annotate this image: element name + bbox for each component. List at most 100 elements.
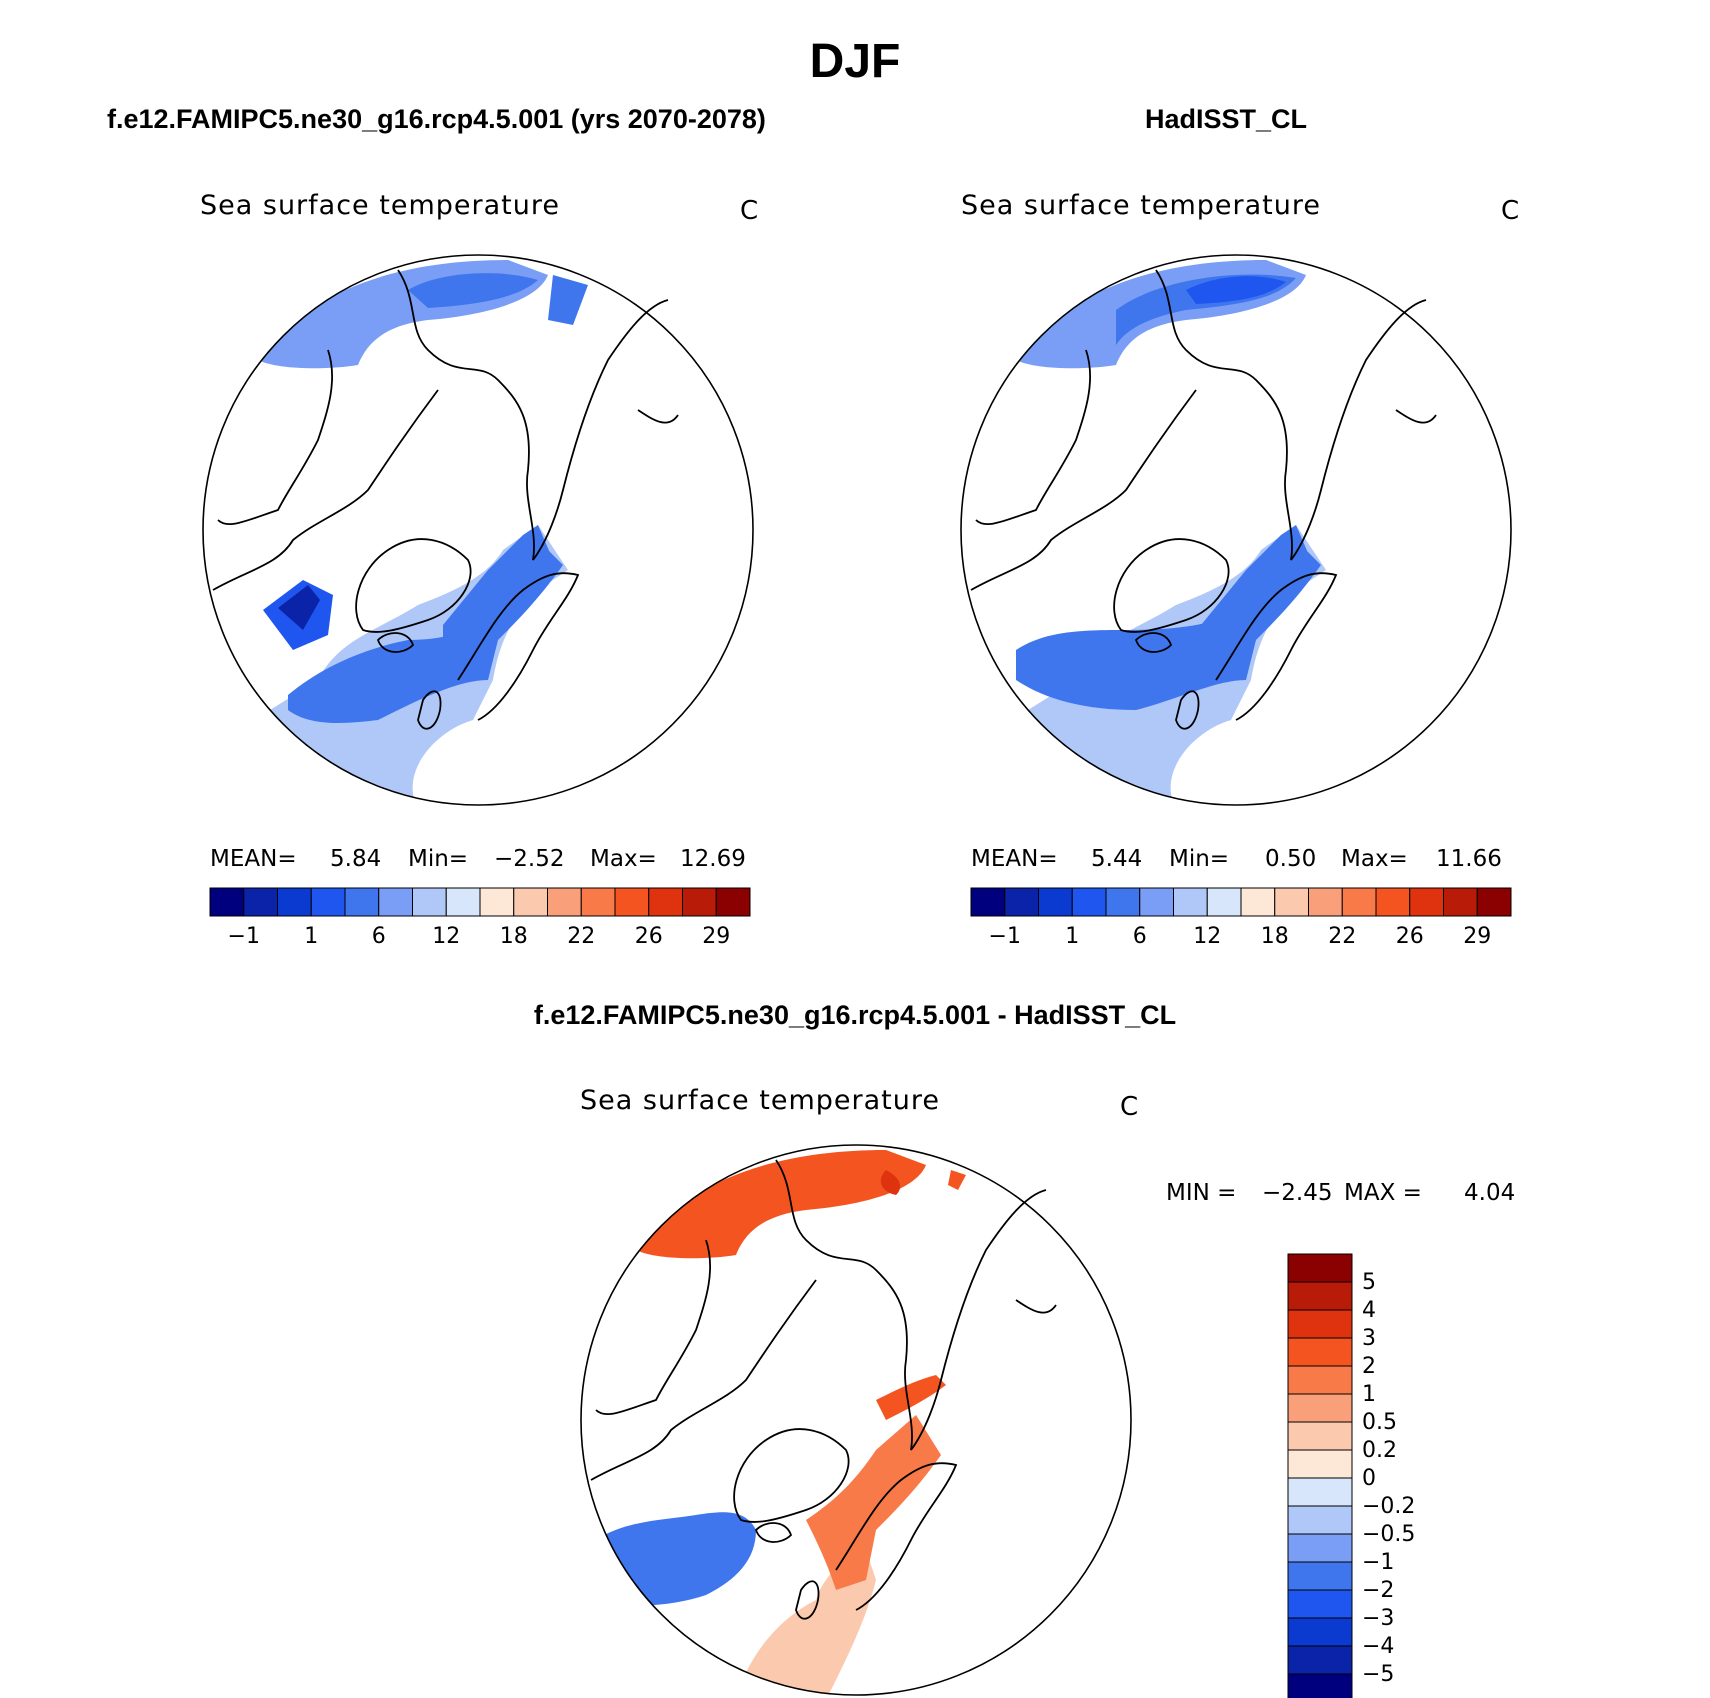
coastline-asia bbox=[1155, 269, 1427, 561]
panel2-min-label: Min= bbox=[1169, 846, 1230, 872]
panel1-map bbox=[202, 254, 754, 806]
colorbar-tick-label: −4 bbox=[1362, 1634, 1395, 1659]
panel1-max: 12.69 bbox=[680, 846, 746, 872]
colorbar-box bbox=[513, 887, 548, 917]
colorbar-box bbox=[1287, 1449, 1353, 1479]
colorbar-box bbox=[1105, 887, 1141, 917]
colorbar-box bbox=[1341, 887, 1377, 917]
colorbar-box bbox=[648, 887, 683, 917]
colorbar-tick-label: 1 bbox=[1065, 924, 1080, 949]
barents-diff bbox=[876, 1375, 946, 1420]
colorbar-box bbox=[1287, 1477, 1353, 1507]
colorbar-box bbox=[1287, 1505, 1353, 1535]
panel1-min-label: Min= bbox=[408, 846, 469, 872]
colorbar-box bbox=[1287, 1533, 1353, 1563]
panel3-title: f.e12.FAMIPC5.ne30_g16.rcp4.5.001 - HadI… bbox=[533, 1000, 1177, 1030]
colorbar-tick-label: 29 bbox=[1463, 924, 1492, 949]
colorbar-box bbox=[1287, 1673, 1353, 1698]
coastline-greenland bbox=[355, 538, 472, 633]
colorbar-box bbox=[243, 887, 278, 917]
atlantic-sst-mid bbox=[288, 540, 563, 723]
colorbar-tick-label: −2 bbox=[1362, 1578, 1395, 1603]
colorbar-box bbox=[310, 887, 346, 917]
panel1-mean-label: MEAN= bbox=[210, 846, 297, 872]
colorbar-box bbox=[580, 887, 616, 917]
atlantic-diff-blue bbox=[596, 1512, 756, 1606]
panel3-max-label: MAX = bbox=[1344, 1180, 1422, 1206]
colorbar-tick-label: 2 bbox=[1362, 1354, 1376, 1379]
panel3-variable: Sea surface temperature bbox=[580, 1085, 940, 1116]
panel3-colorbar bbox=[1287, 1253, 1353, 1698]
colorbar-box bbox=[1287, 1365, 1353, 1395]
colorbar-tick-label: −1 bbox=[227, 924, 260, 949]
colorbar-box bbox=[1287, 1617, 1353, 1647]
colorbar-box bbox=[1287, 1561, 1353, 1591]
colorbar-box bbox=[1287, 1589, 1353, 1619]
colorbar-box bbox=[1287, 1337, 1353, 1367]
colorbar-box bbox=[1274, 887, 1309, 917]
coastline-iceland bbox=[376, 632, 415, 653]
colorbar-box bbox=[547, 887, 582, 917]
colorbar-tick-label: 4 bbox=[1362, 1298, 1376, 1323]
colorbar-tick-label: −0.5 bbox=[1362, 1522, 1416, 1547]
colorbar-box bbox=[1476, 887, 1512, 917]
colorbar-tick-label: 0.2 bbox=[1362, 1438, 1397, 1463]
coastline-asia bbox=[397, 269, 669, 561]
panel1-title: f.e12.FAMIPC5.ne30_g16.rcp4.5.001 (yrs 2… bbox=[107, 104, 766, 134]
panel2-colorbar bbox=[970, 887, 1512, 917]
colorbar-box bbox=[344, 887, 380, 917]
colorbar-box bbox=[277, 887, 312, 917]
panel1-units: C bbox=[740, 196, 759, 226]
pacific-diff bbox=[636, 1150, 926, 1259]
colorbar-box bbox=[479, 887, 515, 917]
pacific-diff-peak bbox=[880, 1170, 901, 1195]
coastline-kamchatka bbox=[1395, 409, 1437, 424]
norway-sst bbox=[443, 525, 553, 670]
colorbar-box bbox=[715, 887, 751, 917]
colorbar-tick-label: 22 bbox=[1328, 924, 1357, 949]
colorbar-box bbox=[1287, 1281, 1353, 1311]
coastline-alaska bbox=[975, 349, 1092, 525]
colorbar-box bbox=[1240, 887, 1276, 917]
coastline-canada bbox=[590, 1279, 817, 1481]
colorbar-tick-label: −1 bbox=[1362, 1550, 1395, 1575]
colorbar-tick-label: 18 bbox=[499, 924, 528, 949]
colorbar-tick-label: 1 bbox=[1362, 1382, 1376, 1407]
coastline-iceland bbox=[754, 1522, 793, 1543]
coastline-greenland bbox=[1113, 538, 1230, 633]
colorbar-box bbox=[1139, 887, 1174, 917]
colorbar-tick-label: 1 bbox=[304, 924, 319, 949]
panel3-map bbox=[580, 1144, 1132, 1696]
coastline-uk bbox=[1175, 690, 1200, 730]
main-title: DJF bbox=[809, 35, 901, 88]
colorbar-box bbox=[209, 887, 245, 917]
colorbar-tick-label: −1 bbox=[988, 924, 1021, 949]
colorbar-tick-label: 3 bbox=[1362, 1326, 1376, 1351]
colorbar-box bbox=[1071, 887, 1107, 917]
colorbar-tick-label: 29 bbox=[702, 924, 731, 949]
coastline-scandinavia bbox=[1215, 572, 1338, 721]
panel2-max-label: Max= bbox=[1341, 846, 1408, 872]
coastline-scandinavia bbox=[835, 1462, 958, 1611]
colorbar-box bbox=[1173, 887, 1208, 917]
panel3-min: −2.45 bbox=[1262, 1180, 1333, 1206]
colorbar-box bbox=[1287, 1645, 1353, 1675]
colorbar-tick-label: −3 bbox=[1362, 1606, 1395, 1631]
colorbar-box bbox=[1038, 887, 1073, 917]
colorbar-tick-label: 18 bbox=[1260, 924, 1289, 949]
labrador-sst-cold bbox=[278, 585, 320, 630]
colorbar-box bbox=[682, 887, 717, 917]
colorbar-box bbox=[1409, 887, 1444, 917]
colorbar-tick-label: 6 bbox=[371, 924, 386, 949]
colorbar-tick-label: 12 bbox=[432, 924, 461, 949]
colorbar-box bbox=[1287, 1253, 1353, 1283]
colorbar-box bbox=[1287, 1421, 1353, 1451]
panel1-min: −2.52 bbox=[494, 846, 565, 872]
coastline-kamchatka bbox=[1015, 1299, 1057, 1314]
panel3-min-label: MIN = bbox=[1166, 1180, 1237, 1206]
atlantic-sst-mid bbox=[1016, 540, 1321, 710]
panel1-max-label: Max= bbox=[590, 846, 657, 872]
atlantic-diff-orange bbox=[806, 1415, 941, 1590]
bering-diff bbox=[948, 1170, 966, 1190]
